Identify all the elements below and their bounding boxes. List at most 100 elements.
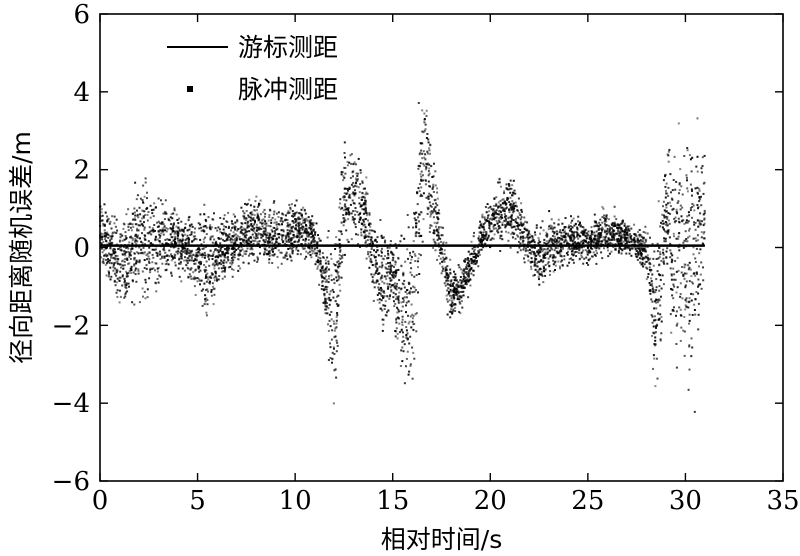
pulse-point <box>135 262 137 265</box>
pulse-point <box>407 257 409 260</box>
pulse-point <box>242 261 245 264</box>
pulse-point <box>603 220 606 223</box>
pulse-point <box>530 257 533 260</box>
pulse-point <box>414 232 417 235</box>
pulse-point <box>244 228 247 231</box>
pulse-point <box>481 213 484 216</box>
pulse-point <box>639 253 642 256</box>
pulse-point <box>683 266 686 269</box>
pulse-point <box>115 269 118 272</box>
pulse-point <box>511 205 514 208</box>
pulse-point <box>365 240 367 243</box>
pulse-point <box>544 257 547 259</box>
pulse-point <box>296 232 299 235</box>
pulse-point <box>498 205 501 208</box>
pulse-point <box>572 261 575 264</box>
pulse-point <box>336 341 339 344</box>
pulse-point <box>406 289 409 291</box>
pulse-point <box>252 236 255 239</box>
pulse-point <box>148 226 151 229</box>
pulse-point <box>629 237 632 240</box>
pulse-point <box>671 309 674 312</box>
pulse-point <box>454 273 457 276</box>
pulse-point <box>698 221 701 224</box>
pulse-point <box>670 274 673 277</box>
pulse-point <box>545 240 548 243</box>
pulse-point <box>499 199 502 202</box>
pulse-point <box>113 250 116 253</box>
pulse-point <box>668 236 671 239</box>
pulse-point <box>472 235 475 238</box>
pulse-point <box>521 231 524 234</box>
pulse-point <box>657 298 659 301</box>
pulse-point <box>204 277 207 279</box>
pulse-point <box>402 299 405 302</box>
pulse-point <box>633 242 636 245</box>
pulse-point <box>675 366 678 369</box>
pulse-point <box>395 327 398 330</box>
pulse-point <box>530 265 533 268</box>
pulse-point <box>318 250 321 253</box>
pulse-point <box>200 253 203 256</box>
pulse-point <box>545 234 548 237</box>
pulse-point <box>272 235 275 238</box>
pulse-point <box>693 272 696 275</box>
pulse-point <box>247 238 250 241</box>
pulse-point <box>378 301 381 304</box>
pulse-point <box>106 260 109 263</box>
pulse-point <box>539 240 542 243</box>
pulse-point <box>427 141 430 144</box>
pulse-point <box>384 300 387 303</box>
pulse-point <box>521 241 524 244</box>
pulse-point <box>557 218 560 221</box>
pulse-point <box>360 196 363 199</box>
pulse-point <box>152 215 155 218</box>
pulse-point <box>132 226 135 228</box>
pulse-point <box>603 247 605 250</box>
pulse-point <box>468 265 471 268</box>
pulse-point <box>569 248 572 251</box>
pulse-point <box>526 236 528 239</box>
pulse-point <box>181 248 184 251</box>
pulse-point <box>127 262 129 265</box>
pulse-point <box>314 240 317 243</box>
pulse-point <box>128 255 131 258</box>
pulse-point <box>143 290 146 293</box>
pulse-point <box>655 301 658 304</box>
pulse-point <box>203 303 206 306</box>
pulse-point <box>424 123 427 126</box>
pulse-point <box>258 240 261 243</box>
pulse-point <box>586 250 589 253</box>
pulse-point <box>671 288 674 291</box>
pulse-point <box>135 262 138 265</box>
pulse-point <box>418 165 421 168</box>
pulse-point <box>203 269 206 271</box>
pulse-point <box>460 268 462 271</box>
pulse-point <box>338 265 341 268</box>
pulse-point <box>252 219 254 222</box>
pulse-point <box>332 291 335 293</box>
pulse-point <box>328 303 331 306</box>
pulse-point <box>236 258 239 261</box>
pulse-point <box>245 239 248 242</box>
pulse-point <box>402 271 405 274</box>
pulse-point <box>670 252 673 255</box>
pulse-point <box>675 310 678 313</box>
pulse-point <box>224 256 227 259</box>
pulse-point <box>231 226 233 229</box>
pulse-point <box>141 251 144 254</box>
pulse-point <box>345 229 348 232</box>
pulse-point <box>250 222 253 225</box>
pulse-point <box>608 238 611 241</box>
pulse-point <box>327 277 330 280</box>
pulse-point <box>220 267 223 270</box>
pulse-point <box>261 219 264 222</box>
pulse-point <box>611 234 614 237</box>
pulse-point <box>649 289 652 292</box>
pulse-point <box>231 252 234 255</box>
pulse-point <box>227 247 230 250</box>
pulse-point <box>662 283 665 286</box>
pulse-point <box>169 233 172 236</box>
pulse-point <box>495 220 498 223</box>
